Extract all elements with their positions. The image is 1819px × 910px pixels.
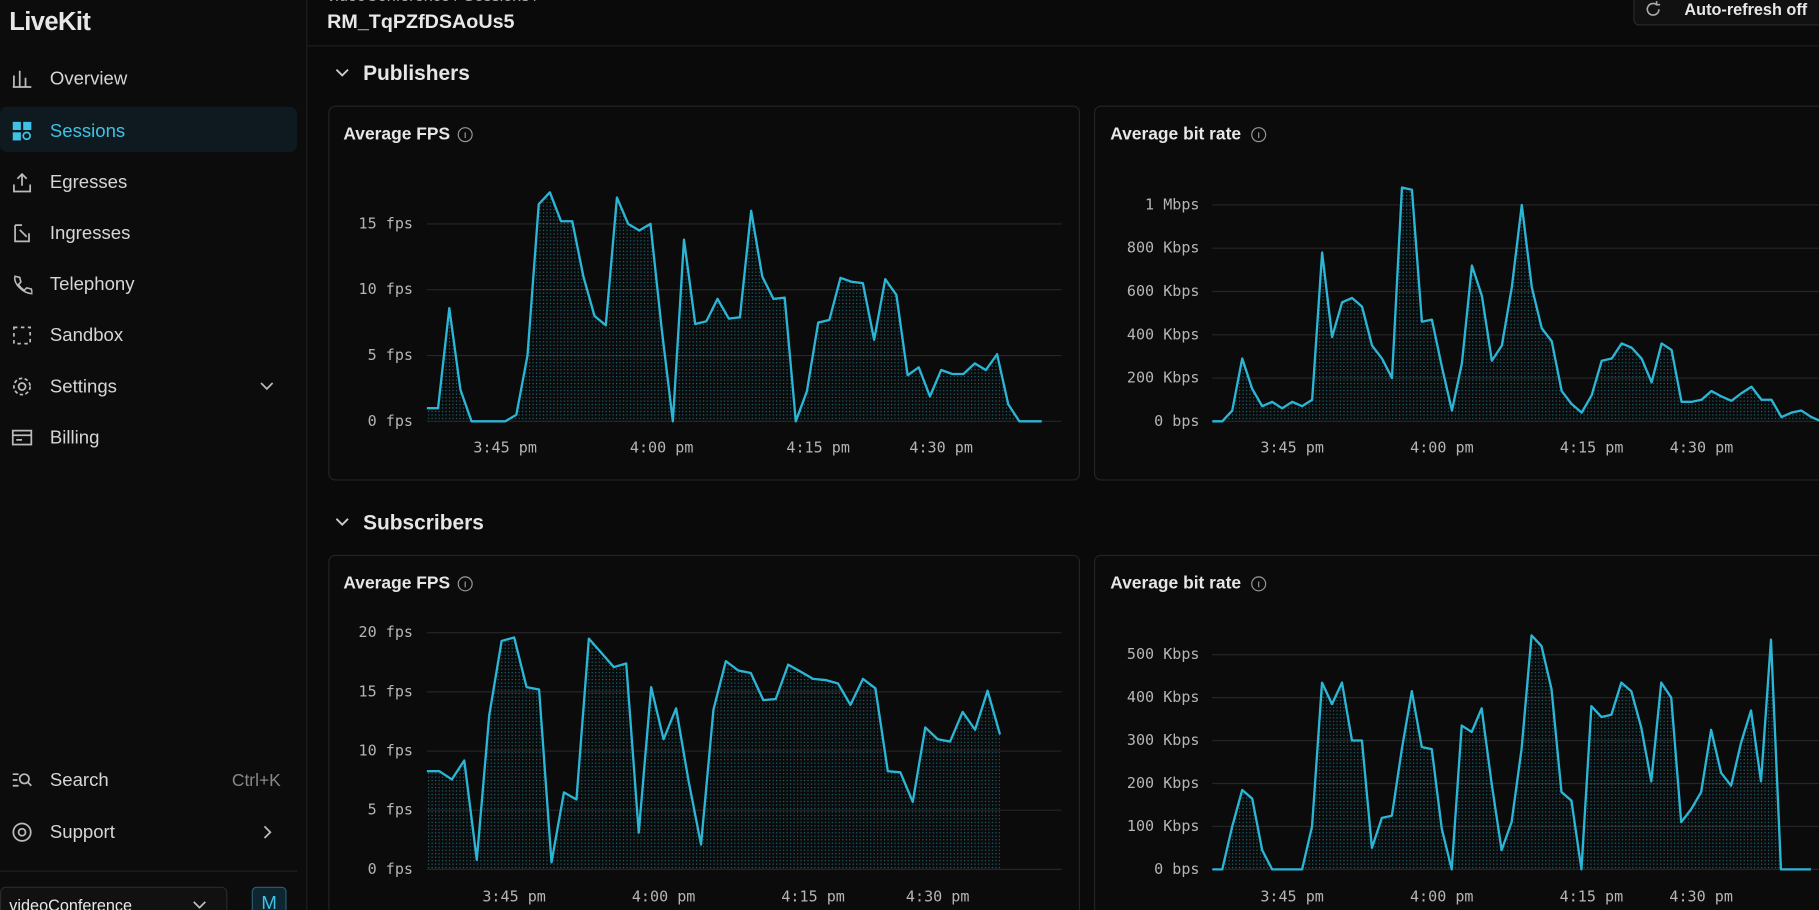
icon — [12, 773, 32, 787]
x-tick-label: 4:30 pm — [909, 439, 973, 457]
panel-title: Average bit rate — [1110, 124, 1242, 144]
chevron[interactable] — [335, 67, 349, 79]
avatar[interactable]: M — [251, 886, 287, 910]
y-tick-label: 0 bps — [1154, 860, 1199, 878]
refresh-button[interactable] — [1633, 0, 1819, 26]
divider — [0, 870, 297, 872]
y-tick-label: 0 fps — [368, 860, 413, 878]
y-tick-label: 400 Kbps — [1127, 325, 1200, 343]
line — [1212, 634, 1811, 871]
chevron — [193, 901, 206, 909]
shortcut: Ctrl+K — [231, 770, 281, 791]
section-title: Subscribers — [363, 510, 484, 534]
y-tick-label: 800 Kbps — [1127, 239, 1200, 257]
nav-item[interactable]: Settings — [49, 377, 117, 397]
icon — [14, 224, 30, 243]
support[interactable]: Support — [49, 822, 115, 843]
y-tick-label: 5 fps — [368, 346, 413, 364]
y-tick-label: 10 fps — [359, 280, 413, 298]
info-icon[interactable] — [1251, 576, 1267, 592]
y-tick-label: 200 Kbps — [1127, 369, 1200, 387]
icon — [13, 172, 32, 193]
project-name: videoConference — [9, 896, 133, 910]
crumb[interactable]: videoConference — [327, 0, 450, 5]
line — [426, 636, 1002, 864]
y-tick-label: 600 Kbps — [1127, 282, 1200, 300]
info-icon[interactable] — [457, 576, 473, 592]
breadcrumb: videoConference / Sessions / — [327, 0, 538, 5]
search[interactable]: Search — [49, 770, 109, 791]
x-tick-label: 4:30 pm — [1669, 888, 1733, 906]
y-tick-label: 20 fps — [359, 623, 413, 641]
nav-item[interactable]: Sandbox — [49, 326, 124, 346]
line — [426, 191, 1042, 423]
x-tick-label: 4:15 pm — [1560, 439, 1624, 457]
y-tick-label: 400 Kbps — [1127, 688, 1200, 706]
area-fill — [1212, 187, 1819, 422]
x-tick-label: 3:45 pm — [482, 888, 546, 906]
x-tick-label: 4:00 pm — [630, 439, 694, 457]
nav-item[interactable]: Ingresses — [49, 224, 131, 244]
icon — [12, 70, 32, 88]
section-title: Publishers — [363, 61, 470, 85]
y-tick-label: 10 fps — [359, 742, 413, 760]
y-tick-label: 100 Kbps — [1127, 817, 1200, 835]
y-tick-label: 15 fps — [359, 682, 413, 700]
icon — [12, 822, 32, 842]
nav-item[interactable]: Sessions — [49, 121, 126, 142]
icon — [12, 121, 32, 141]
icon — [11, 429, 33, 446]
y-tick-label: 0 bps — [1154, 412, 1199, 430]
info-icon[interactable] — [1251, 127, 1267, 143]
info-icon[interactable] — [457, 127, 473, 143]
nav-item[interactable]: Overview — [49, 69, 128, 90]
x-tick-label: 4:30 pm — [1670, 439, 1734, 457]
icon — [13, 377, 32, 396]
y-tick-label: 200 Kbps — [1127, 774, 1200, 792]
panel-title: Average bit rate — [1110, 573, 1242, 594]
page-title: RM_TqPZfDSAoUs5 — [327, 10, 515, 33]
x-tick-label: 4:00 pm — [632, 888, 696, 906]
x-tick-label: 4:00 pm — [1410, 439, 1474, 457]
divider — [307, 45, 1819, 47]
refresh-icon — [1646, 1, 1661, 16]
logo[interactable]: LiveKit — [9, 6, 91, 36]
chevron — [260, 382, 274, 391]
x-tick-label: 4:15 pm — [1560, 888, 1624, 906]
panel-title: Average FPS — [343, 124, 451, 144]
x-tick-label: 3:45 pm — [1260, 888, 1324, 906]
nav-item[interactable]: Egresses — [49, 172, 128, 193]
project-select[interactable] — [0, 886, 228, 910]
crumb[interactable]: Sessions — [463, 0, 529, 5]
y-tick-label: 15 fps — [359, 214, 413, 232]
x-tick-label: 4:00 pm — [1410, 888, 1474, 906]
icon — [13, 275, 33, 295]
area-fill — [426, 637, 1000, 870]
x-tick-label: 4:15 pm — [781, 888, 845, 906]
icon — [13, 326, 32, 345]
chevron — [263, 825, 272, 839]
x-tick-label: 3:45 pm — [1260, 439, 1324, 457]
nav-item[interactable]: Billing — [49, 428, 100, 449]
y-tick-label: 5 fps — [368, 801, 413, 819]
y-tick-label: 300 Kbps — [1127, 731, 1200, 749]
sidebar: LiveKit Overview Sessions Egresses Ingre… — [0, 0, 308, 910]
chevron[interactable] — [335, 517, 349, 529]
x-tick-label: 4:15 pm — [786, 439, 850, 457]
active-bg — [0, 106, 297, 153]
refresh-label: Auto-refresh off — [1684, 0, 1808, 19]
y-tick-label: 0 fps — [368, 412, 413, 430]
y-tick-label: 1 Mbps — [1145, 195, 1199, 213]
x-tick-label: 3:45 pm — [473, 439, 537, 457]
panel-title: Average FPS — [343, 573, 451, 594]
line — [1212, 186, 1819, 423]
x-tick-label: 4:30 pm — [906, 888, 970, 906]
y-tick-label: 500 Kbps — [1127, 645, 1200, 663]
area-fill — [426, 192, 1042, 422]
nav-item[interactable]: Telephony — [49, 275, 135, 295]
area-fill — [1212, 635, 1811, 870]
